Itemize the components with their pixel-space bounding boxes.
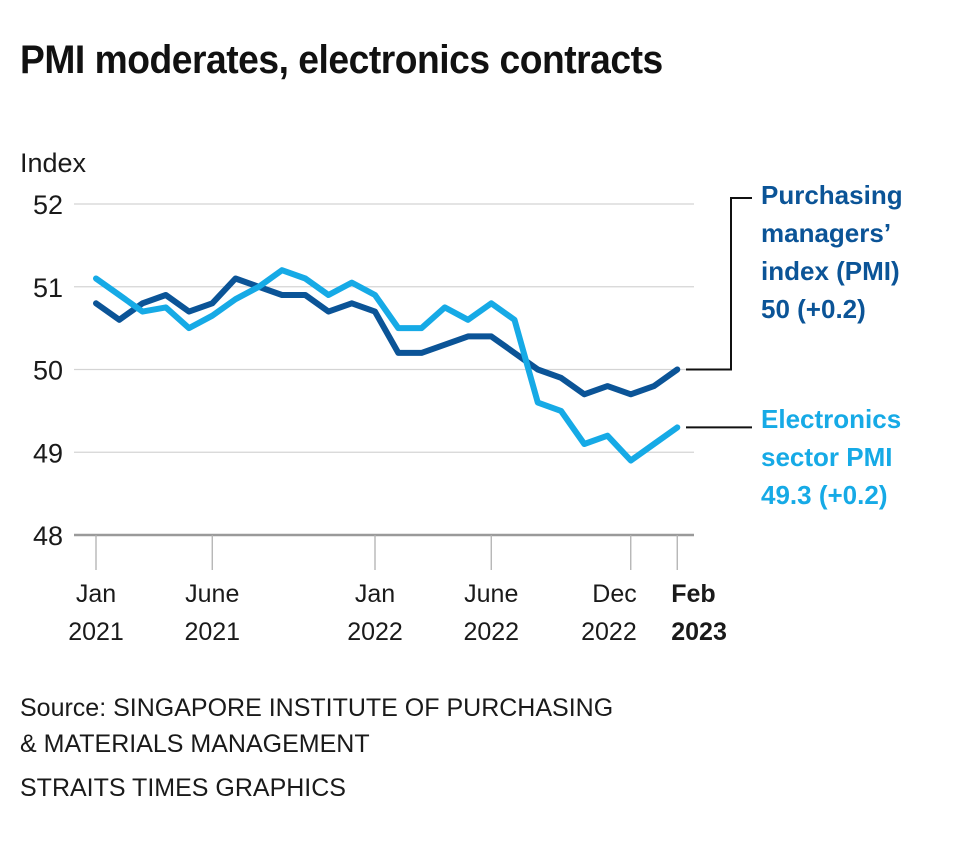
pmi-label-line: Purchasing	[761, 180, 903, 210]
y-tick-label-51: 51	[33, 273, 63, 303]
x-tick-label-year: 2023	[671, 618, 727, 646]
chart-title: PMI moderates, electronics contracts	[20, 38, 663, 82]
x-tick-label-month: Feb	[671, 580, 715, 608]
pmi-label-line: index (PMI)	[761, 256, 900, 286]
source-line-2: & MATERIALS MANAGEMENT	[20, 730, 370, 758]
gridlines	[74, 203, 694, 453]
pmi-label-line: managers’	[761, 218, 891, 248]
y-axis: Index 52 51 50 49 48	[20, 148, 87, 551]
electronics-label-line: Electronics	[761, 404, 901, 434]
x-tick-label-month: June	[464, 580, 518, 608]
y-tick-label-52: 52	[33, 190, 63, 220]
x-tick-label-year: 2022	[347, 618, 403, 646]
electronics-label-line: sector PMI	[761, 442, 893, 472]
series-line-electronics	[93, 267, 681, 464]
y-tick-label-50: 50	[33, 356, 63, 386]
footer: Source: SINGAPORE INSTITUTE OF PURCHASIN…	[20, 690, 613, 806]
x-tick-label-year: 2022	[581, 618, 637, 646]
y-tick-label-49: 49	[33, 438, 63, 468]
x-tick-label-year: 2021	[184, 618, 240, 646]
x-axis: Jan 2021 June 2021 Jan 2022 June 2022 Dec 2022 Feb…	[68, 533, 727, 646]
credit: STRAITS TIMES GRAPHICS	[20, 774, 346, 802]
series-lines	[93, 267, 681, 464]
x-tick-label-month: June	[185, 580, 239, 608]
pmi-leader-line	[686, 197, 752, 371]
x-tick-label-year: 2022	[463, 618, 519, 646]
series-line-pmi	[93, 275, 681, 398]
source-line-1: Source: SINGAPORE INSTITUTE OF PURCHASIN…	[20, 694, 614, 722]
y-tick-label-48: 48	[33, 521, 63, 551]
x-tick-label-month: Jan	[355, 580, 395, 608]
pmi-label-line: 50 (+0.2)	[761, 294, 866, 324]
electronics-label-line: 49.3 (+0.2)	[761, 480, 887, 510]
y-axis-title: Index	[20, 148, 87, 178]
direct-labels: Purchasing managers’ index (PMI) 50 (+0.2) E…	[686, 180, 903, 510]
x-tick-label-month: Dec	[592, 580, 636, 608]
x-tick-label-year: 2021	[68, 618, 124, 646]
x-tick-label-month: Jan	[76, 580, 116, 608]
